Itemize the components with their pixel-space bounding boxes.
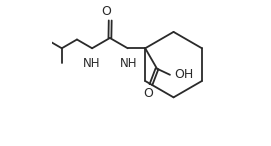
Text: NH: NH bbox=[120, 57, 137, 70]
Text: O: O bbox=[101, 5, 111, 18]
Text: OH: OH bbox=[175, 68, 194, 81]
Text: O: O bbox=[143, 87, 153, 100]
Text: NH: NH bbox=[83, 57, 100, 70]
